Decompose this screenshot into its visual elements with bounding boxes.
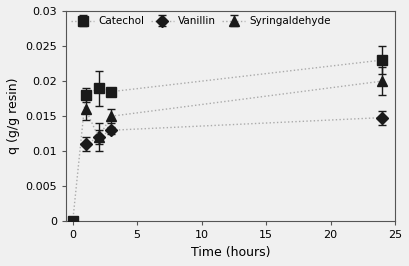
Legend: Catechol, Vanillin, Syringaldehyde: Catechol, Vanillin, Syringaldehyde: [70, 14, 333, 28]
X-axis label: Time (hours): Time (hours): [191, 246, 270, 259]
Y-axis label: q (g/g resin): q (g/g resin): [7, 78, 20, 155]
